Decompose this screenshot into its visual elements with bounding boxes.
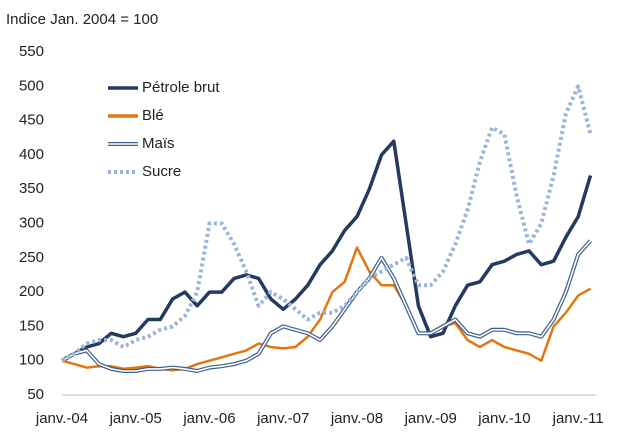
y-tick-label: 200 (19, 283, 44, 300)
y-tick-label: 300 (19, 214, 44, 231)
x-tick-label: janv.-07 (256, 410, 309, 427)
series-line-inner (61, 240, 592, 372)
y-tick-label: 100 (19, 352, 44, 369)
y-tick-label: 50 (27, 386, 44, 403)
y-tick-label: 350 (19, 180, 44, 197)
x-tick-label: janv.-05 (109, 410, 162, 427)
x-tick-label: janv.-08 (330, 410, 383, 427)
series-line (61, 139, 593, 363)
chart-subtitle: Indice Jan. 2004 = 100 (6, 11, 158, 28)
legend-label: Sucre (142, 163, 181, 180)
x-tick-label: janv.-04 (35, 410, 88, 427)
legend-label: Blé (142, 107, 164, 124)
x-tick-label: janv.-09 (404, 410, 457, 427)
y-tick-label: 250 (19, 249, 44, 266)
legend-label: Maïs (142, 135, 175, 152)
y-tick-label: 550 (19, 43, 44, 60)
legend-label: Pétrole brut (142, 79, 220, 96)
y-tick-label: 500 (19, 77, 44, 94)
x-tick-label: janv.-10 (477, 410, 530, 427)
y-tick-label: 150 (19, 317, 44, 334)
series-line (61, 246, 592, 372)
series-line (61, 84, 593, 363)
y-tick-label: 400 (19, 146, 44, 163)
x-tick-label: janv.-06 (182, 410, 235, 427)
x-tick-label: janv.-11 (552, 410, 604, 427)
y-tick-label: 450 (19, 112, 44, 129)
